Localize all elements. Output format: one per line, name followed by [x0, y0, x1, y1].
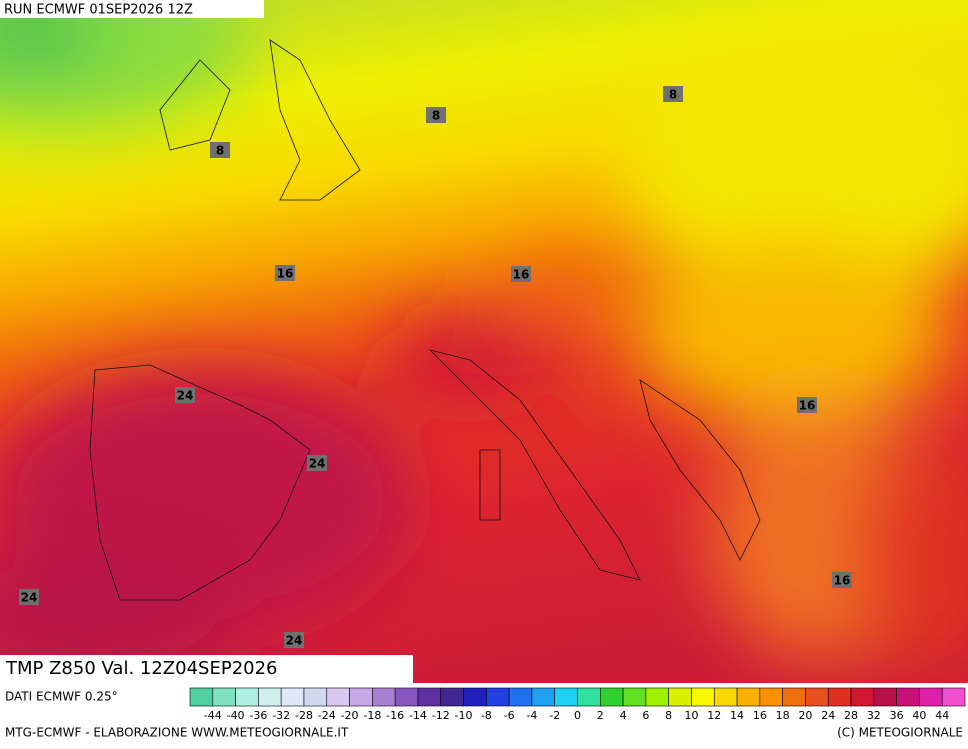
colorbar-cell	[372, 687, 396, 707]
contour-label: 24	[177, 389, 194, 403]
colorbar-label: 8	[665, 709, 672, 722]
colorbar-cell	[280, 687, 305, 707]
colorbar-cell	[919, 687, 943, 707]
colorbar-label: 36	[890, 709, 904, 722]
footer-right: (C) METEOGIORNALE	[837, 726, 963, 740]
colorbar-cell	[941, 687, 966, 707]
colorbar-cell	[896, 687, 920, 707]
colorbar-label: -16	[386, 709, 404, 722]
colorbar-cell	[577, 687, 601, 707]
colorbar-label: 40	[912, 709, 926, 722]
colorbar-label: -28	[295, 709, 313, 722]
contour-label: 24	[286, 634, 303, 648]
run-label: RUN ECMWF 01SEP2026 12Z	[4, 3, 193, 18]
colorbar-cell	[326, 687, 350, 707]
colorbar-label: 20	[798, 709, 812, 722]
colorbar-label: -4	[526, 709, 537, 722]
footer-left: MTG-ECMWF - ELABORAZIONE WWW.METEOGIORNA…	[5, 726, 349, 740]
title-box	[0, 655, 413, 683]
colorbar-cell	[759, 687, 783, 707]
contour-label: 8	[669, 88, 677, 102]
contour-label-box	[663, 86, 683, 102]
contour-label: 16	[834, 574, 851, 588]
colorbar-label: 4	[620, 709, 627, 722]
colorbar-label: -10	[455, 709, 473, 722]
colorbar-label: 16	[753, 709, 767, 722]
colorbar-cell	[736, 687, 761, 707]
contour-label-box	[832, 572, 852, 588]
colorbar-cell	[394, 687, 419, 707]
colorbar-cell	[691, 687, 715, 707]
colorbar-label: -40	[227, 709, 245, 722]
colorbar-label: 10	[684, 709, 698, 722]
colorbar-cell	[235, 687, 259, 707]
colorbar-cell	[463, 687, 487, 707]
colorbar-label: -14	[409, 709, 427, 722]
colorbar-label: -24	[318, 709, 336, 722]
contour-label-box	[511, 266, 531, 282]
colorbar-cell	[873, 687, 897, 707]
colorbar-cell	[805, 687, 829, 707]
colorbar-label: -18	[363, 709, 381, 722]
contour-label-box	[19, 589, 39, 605]
colorbar-cell	[212, 687, 236, 707]
contour-label-box	[426, 107, 446, 123]
colorbar-label: -2	[549, 709, 560, 722]
colorbar-cell	[554, 687, 578, 707]
colorbar-cell	[189, 687, 214, 707]
colorbar-cell	[486, 687, 510, 707]
colorbar-label: 6	[642, 709, 649, 722]
contour-label-box	[797, 397, 817, 413]
colorbar-label: 18	[776, 709, 790, 722]
colorbar-label: -44	[204, 709, 222, 722]
map-title: TMP Z850 Val. 12Z04SEP2026	[5, 658, 278, 679]
temperature-field	[0, 0, 968, 690]
colorbar-cell	[645, 687, 669, 707]
contour-label-box	[210, 142, 230, 158]
colorbar-cell	[668, 687, 692, 707]
colorbar-cell	[850, 687, 875, 707]
colorbar-cell	[622, 687, 647, 707]
colorbar-label: -12	[432, 709, 450, 722]
contour-label-box	[284, 632, 304, 648]
colorbar-label: 12	[707, 709, 721, 722]
colorbar-cell	[417, 687, 442, 707]
colorbar-label: -8	[481, 709, 492, 722]
contour-label: 24	[21, 591, 38, 605]
contour-label: 24	[309, 457, 326, 471]
coastlines	[89, 39, 761, 601]
colorbar-cell	[782, 687, 806, 707]
colorbar-cell	[303, 687, 328, 707]
colorbar-label: 32	[867, 709, 881, 722]
colorbar-cell	[599, 687, 624, 707]
colorbar-cell	[349, 687, 373, 707]
colorbar-cell	[531, 687, 556, 707]
colorbar-label: 24	[821, 709, 835, 722]
colorbar-cell	[440, 687, 464, 707]
colorbar-label: -36	[249, 709, 267, 722]
contour-label: 8	[432, 109, 440, 123]
contour-label: 16	[513, 268, 530, 282]
colorbar-label: 14	[730, 709, 744, 722]
colorbar-label: 2	[597, 709, 604, 722]
colorbar-label: -32	[272, 709, 290, 722]
colorbar-cell	[713, 687, 738, 707]
colorbar-cell	[258, 687, 282, 707]
contour-label: 16	[799, 399, 816, 413]
colorbar-label: 44	[935, 709, 949, 722]
header-box	[0, 0, 264, 18]
source-label: DATI ECMWF 0.25°	[5, 690, 118, 704]
colorbar-cell	[508, 687, 533, 707]
colorbar-label: -6	[504, 709, 515, 722]
contour-label-box	[275, 265, 295, 281]
contour-label: 16	[277, 267, 294, 281]
contour-label: 8	[216, 144, 224, 158]
colorbar-cell	[827, 687, 852, 707]
contour-label-box	[175, 387, 195, 403]
contour-label-box	[307, 455, 327, 471]
colorbar-label: -20	[341, 709, 359, 722]
colorbar-label: 0	[574, 709, 581, 722]
colorbar-label: 28	[844, 709, 858, 722]
